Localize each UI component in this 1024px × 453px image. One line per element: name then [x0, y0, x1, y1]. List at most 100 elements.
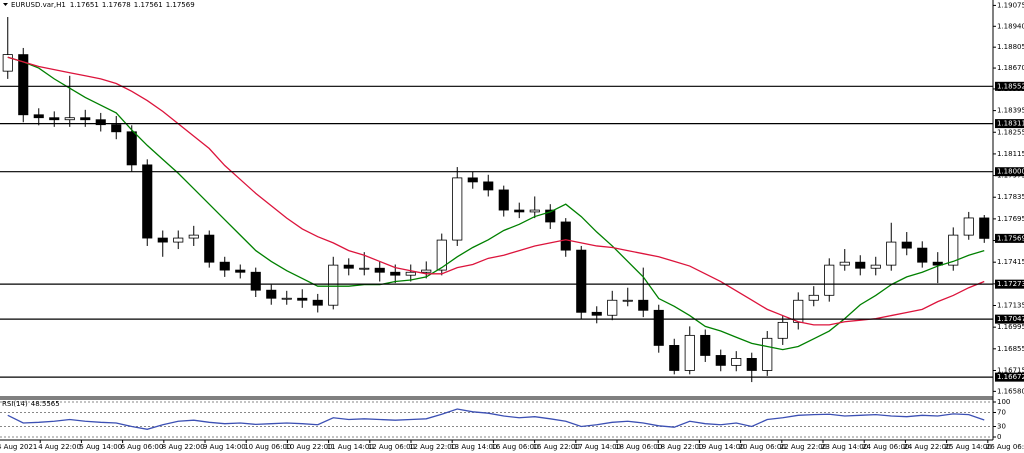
- x-tick-label: 18 Aug 22:00: [656, 443, 703, 451]
- candle-body: [653, 309, 664, 346]
- candle-body: [684, 334, 695, 371]
- candle-body: [80, 117, 91, 121]
- candle-body: [979, 217, 990, 239]
- candle-body: [452, 177, 463, 241]
- y-tick-label: 1.18395: [997, 107, 1024, 115]
- candle-body: [638, 299, 649, 311]
- candle-body: [374, 267, 385, 273]
- candle-body: [963, 217, 974, 236]
- x-tick-label: 11 Aug 14:00: [327, 443, 374, 451]
- x-tick-label: 16 Aug 22:00: [533, 443, 580, 451]
- candle-body: [250, 271, 261, 291]
- candle-body: [839, 261, 850, 266]
- y-tick-label: 1.17835: [997, 193, 1024, 201]
- candle-body: [204, 234, 215, 263]
- x-tick-label: 9 Aug 14:00: [203, 443, 246, 451]
- level-label-bg: [995, 81, 1024, 91]
- rsi-title: RSI(14) 48.5565: [2, 400, 60, 408]
- rsi-name: RSI(14): [2, 400, 28, 408]
- candle-body: [33, 114, 44, 119]
- level-label: 1.17273: [997, 280, 1024, 288]
- level-label: 1.18000: [997, 168, 1024, 176]
- level-label: 1.18552: [997, 82, 1024, 90]
- candle-body: [529, 209, 540, 213]
- x-tick-label: 12 Aug 22:00: [409, 443, 456, 451]
- x-tick-label: 25 Aug 14:00: [945, 443, 992, 451]
- moving-average: [7, 56, 985, 326]
- x-tick-label: 17 Aug 14:00: [574, 443, 621, 451]
- candle-body: [560, 221, 571, 251]
- x-tick-label: 4 Aug 22:00: [38, 443, 81, 451]
- level-label: 1.16672: [997, 373, 1024, 381]
- y-tick-label: 1.18805: [997, 43, 1024, 51]
- x-tick-label: 10 Aug 06:00: [244, 443, 291, 451]
- rsi-line: [7, 408, 985, 430]
- candle-body: [483, 181, 494, 191]
- y-tick-label: 30: [997, 423, 1006, 431]
- x-tick-label: 22 Aug 22:00: [780, 443, 827, 451]
- candle-body: [870, 264, 881, 269]
- level-label-bg: [995, 279, 1024, 289]
- candle-body: [715, 355, 726, 366]
- candle-body: [436, 239, 447, 271]
- x-tick-label: 20 Aug 06:00: [739, 443, 786, 451]
- candle-body: [808, 294, 819, 301]
- candle-body: [359, 267, 370, 270]
- y-tick-label: 1.18255: [997, 128, 1024, 136]
- candle-body: [297, 297, 308, 301]
- candle-body: [669, 345, 680, 371]
- candle-body: [901, 241, 912, 249]
- y-tick-label: 70: [997, 409, 1006, 417]
- header-arrow: [3, 3, 8, 6]
- x-tick-label: 4 Aug 2021: [0, 443, 37, 451]
- candle-body: [405, 271, 416, 276]
- y-tick-label: 1.16995: [997, 323, 1024, 331]
- candle-body: [157, 237, 168, 243]
- level-label-bg: [995, 372, 1024, 382]
- x-tick-label: 6 Aug 06:00: [121, 443, 164, 451]
- candle-body: [731, 358, 742, 366]
- candle-body: [328, 264, 339, 306]
- x-tick-label: 19 Aug 14:00: [697, 443, 744, 451]
- candle-body: [917, 247, 928, 263]
- symbol: EURUSD.var,H1: [11, 1, 66, 9]
- y-tick-label: 0: [997, 433, 1001, 441]
- y-tick-label: 1.18940: [997, 22, 1024, 30]
- candle-body: [126, 131, 137, 166]
- header-high: 1.17678: [102, 1, 131, 9]
- candle-body: [64, 117, 75, 121]
- level-label: 1.18311: [997, 120, 1024, 128]
- candle-body: [235, 269, 246, 273]
- candle-body: [467, 177, 478, 183]
- candle-body: [312, 299, 323, 306]
- y-tick-label: 1.17415: [997, 258, 1024, 266]
- candle-body: [948, 234, 959, 266]
- candle-body: [219, 261, 230, 271]
- candle-body: [95, 119, 106, 126]
- candle-body: [762, 337, 773, 371]
- candle-body: [266, 289, 277, 299]
- candle-body: [622, 299, 633, 302]
- candle-body: [777, 321, 788, 339]
- candle-body: [700, 334, 711, 356]
- candle-body: [591, 311, 602, 316]
- candle-body: [281, 297, 292, 300]
- y-tick-label: 1.16855: [997, 345, 1024, 353]
- x-tick-label: 24 Aug 22:00: [903, 443, 950, 451]
- rsi-last: 48.5565: [31, 400, 60, 408]
- candle-body: [607, 299, 618, 316]
- x-tick-label: 13 Aug 14:00: [450, 443, 497, 451]
- candle-body: [173, 237, 184, 243]
- candle-body: [576, 249, 587, 313]
- x-tick-label: 8 Aug 22:00: [162, 443, 205, 451]
- candle-body: [545, 209, 556, 223]
- x-tick-label: 26 Aug 06:00: [986, 443, 1024, 451]
- x-tick-label: 10 Aug 22:00: [285, 443, 332, 451]
- candle-body: [343, 264, 354, 269]
- level-label: 1.17047: [997, 315, 1024, 323]
- x-tick-label: 16 Aug 06:00: [491, 443, 538, 451]
- x-tick-label: 18 Aug 06:00: [615, 443, 662, 451]
- last-price-bg: [995, 233, 1024, 243]
- level-label-bg: [995, 119, 1024, 129]
